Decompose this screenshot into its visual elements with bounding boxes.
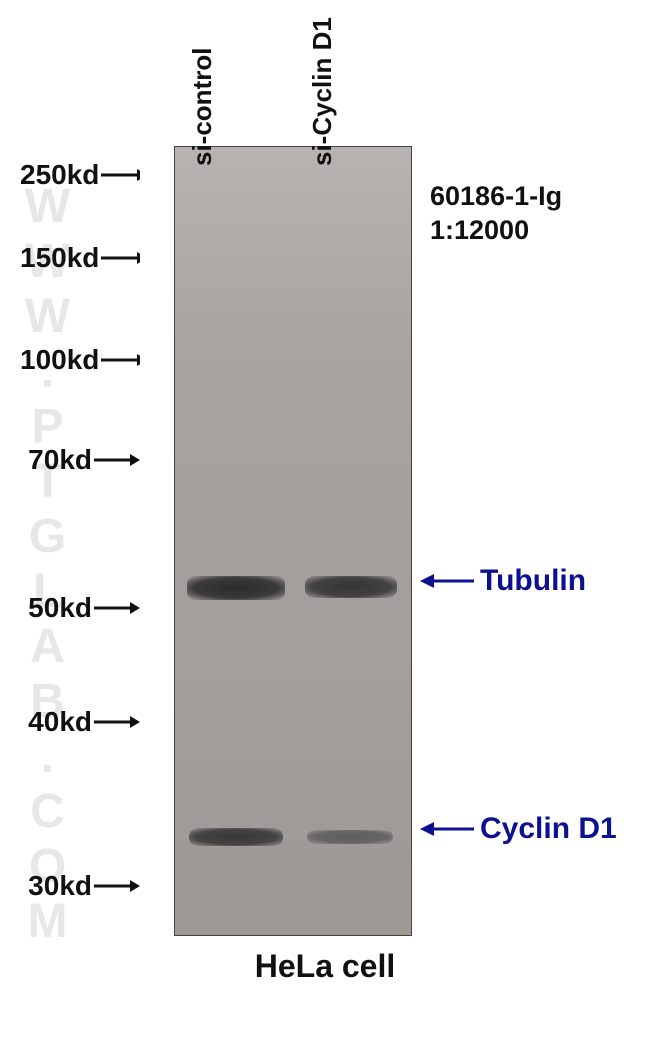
arrow-right-icon xyxy=(92,712,140,732)
mw-marker: 30kd xyxy=(20,870,140,902)
band-annotation-label: Cyclin D1 xyxy=(480,812,617,846)
mw-marker: 70kd xyxy=(20,444,140,476)
arrow-right-icon xyxy=(92,598,140,618)
blot-band xyxy=(189,828,283,846)
arrow-right-icon xyxy=(99,165,140,185)
mw-marker-label: 40kd xyxy=(28,706,92,738)
watermark-text: WWW.PTGLAB.COM xyxy=(20,180,75,950)
arrow-right-icon xyxy=(92,876,140,896)
band-annotation: Tubulin xyxy=(418,564,586,598)
antibody-catalog: 60186-1-Ig xyxy=(430,180,562,214)
arrow-right-icon xyxy=(99,248,140,268)
blot-band xyxy=(307,830,393,844)
arrow-left-icon xyxy=(418,569,474,593)
antibody-dilution: 1:12000 xyxy=(430,214,562,248)
mw-marker: 50kd xyxy=(20,592,140,624)
mw-marker: 250kd xyxy=(20,159,140,191)
sample-label: HeLa cell xyxy=(0,948,650,985)
blot-band xyxy=(305,576,397,598)
mw-marker-label: 30kd xyxy=(28,870,92,902)
lane-label-si-cyclin-d1: si-Cyclin D1 xyxy=(307,17,338,166)
mw-marker-label: 250kd xyxy=(20,159,99,191)
mw-marker-label: 70kd xyxy=(28,444,92,476)
mw-marker-label: 50kd xyxy=(28,592,92,624)
arrow-left-icon xyxy=(418,817,474,841)
blot-membrane xyxy=(174,146,412,936)
band-annotation: Cyclin D1 xyxy=(418,812,617,846)
mw-marker: 40kd xyxy=(20,706,140,738)
arrow-right-icon xyxy=(99,350,140,370)
mw-marker: 150kd xyxy=(20,242,140,274)
blot-band xyxy=(187,576,285,600)
lane-label-si-control: si-control xyxy=(187,48,218,166)
mw-marker: 100kd xyxy=(20,344,140,376)
band-annotation-label: Tubulin xyxy=(480,564,586,598)
arrow-right-icon xyxy=(92,450,140,470)
antibody-info: 60186-1-Ig 1:12000 xyxy=(430,180,562,248)
figure-container: WWW.PTGLAB.COM si-control si-Cyclin D1 2… xyxy=(0,0,650,1042)
mw-marker-label: 100kd xyxy=(20,344,99,376)
mw-marker-label: 150kd xyxy=(20,242,99,274)
